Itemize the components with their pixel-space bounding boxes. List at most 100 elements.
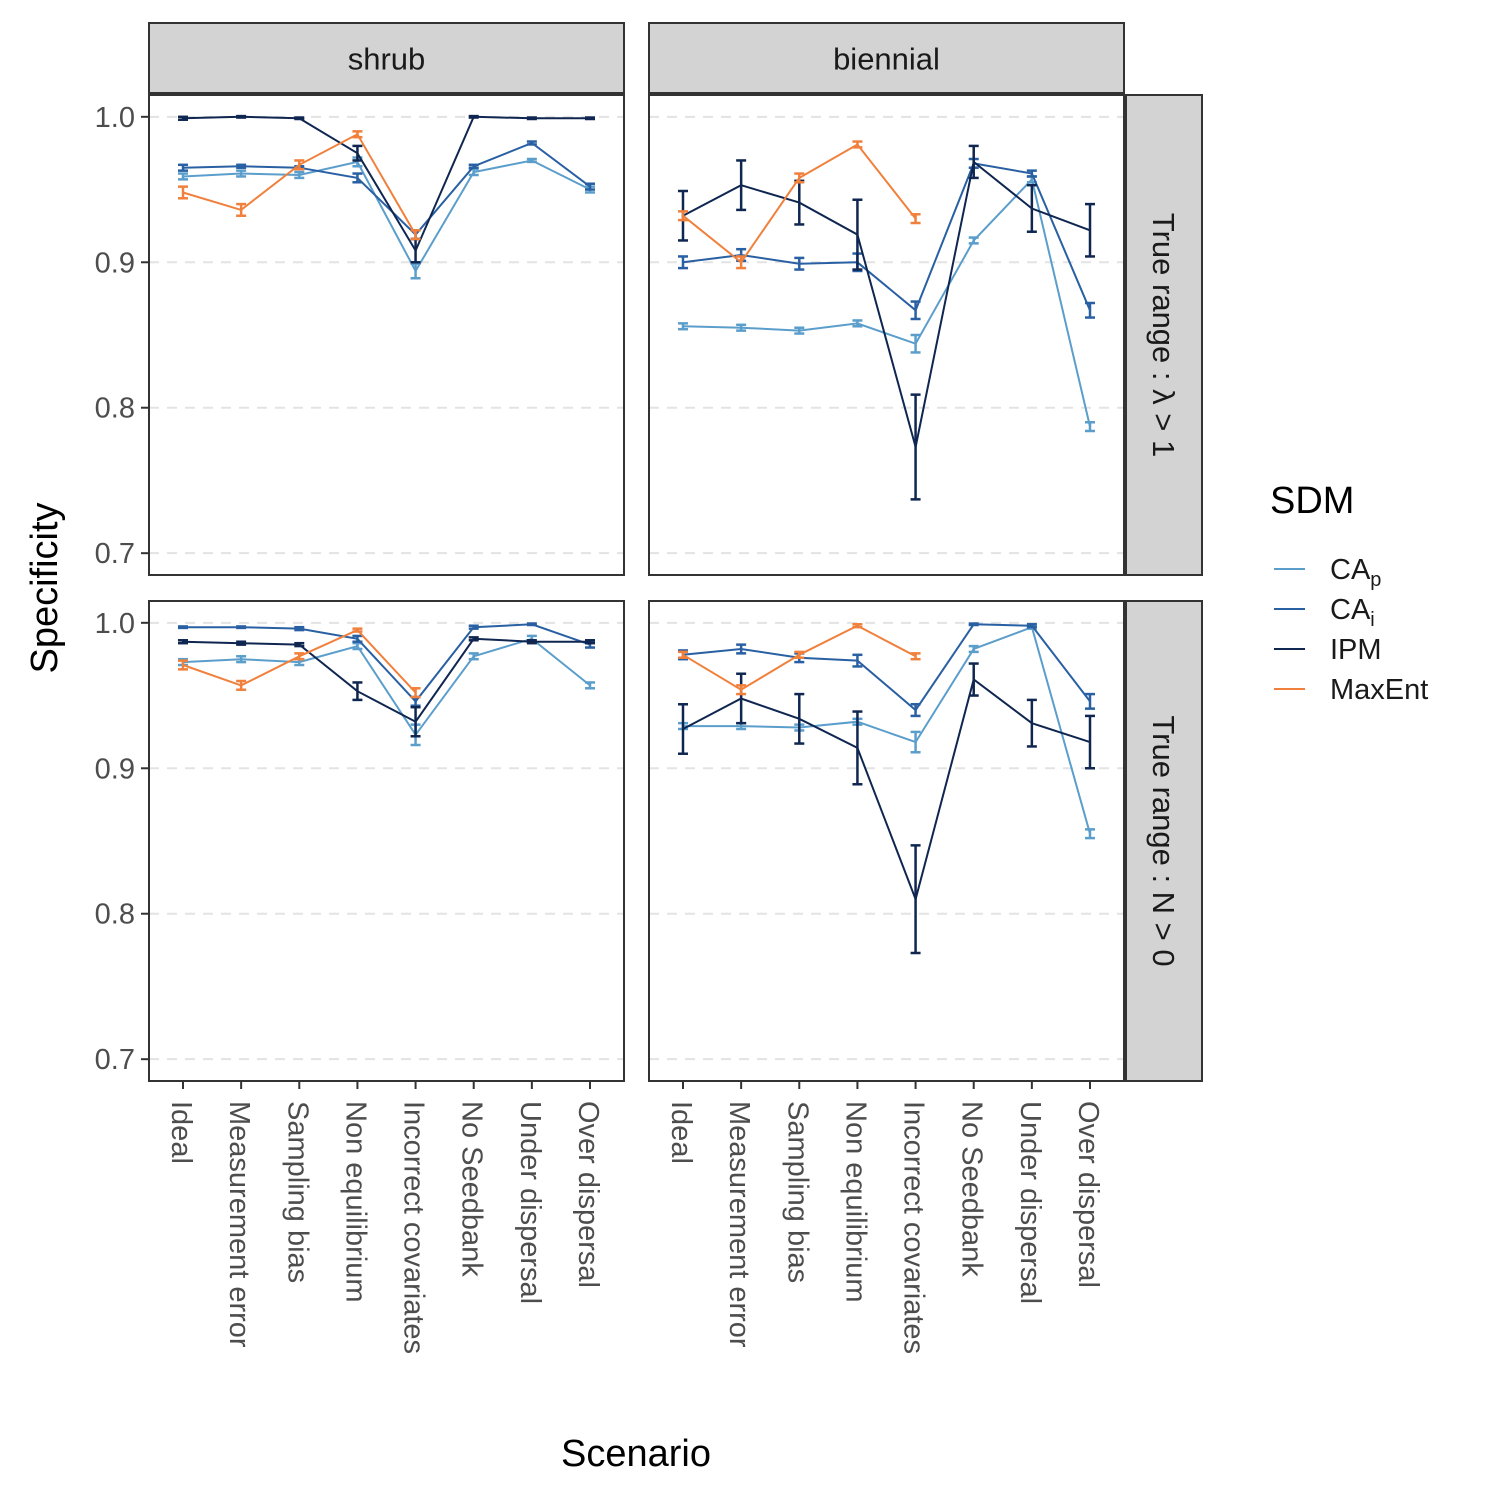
error-bar-cai	[468, 624, 479, 630]
error-bar-maxent	[678, 210, 688, 222]
error-bar-maxent	[178, 185, 188, 200]
panel-frame	[648, 600, 1125, 1082]
error-bar-ipm	[236, 114, 247, 119]
error-bar-ipm	[585, 639, 595, 645]
error-bar-ipm	[910, 393, 921, 501]
error-bar-maxent	[910, 652, 921, 661]
error-bar-maxent	[794, 650, 805, 659]
error-bar-ipm	[736, 159, 747, 212]
legend-label-maxent: MaxEnt	[1330, 674, 1428, 706]
series-line-cap	[683, 625, 1091, 834]
error-bar-cai	[736, 643, 747, 655]
error-bar-maxent	[678, 650, 688, 659]
error-bar-ipm	[468, 114, 479, 119]
error-bar-cap	[1085, 828, 1095, 840]
facet-strip-label: True range : N > 0	[1146, 715, 1181, 966]
error-bar-cap	[526, 157, 537, 164]
error-bar-ipm	[794, 179, 805, 226]
x-tick-label: Sampling bias	[781, 1101, 813, 1283]
panel-frame	[648, 94, 1125, 576]
error-bar-ipm	[1026, 183, 1037, 233]
error-bar-cai	[1085, 301, 1095, 319]
error-bar-ipm	[178, 639, 188, 645]
facet-strip-right	[1125, 600, 1203, 1082]
error-bar-cai	[178, 625, 188, 630]
error-bar-cap	[910, 730, 921, 754]
error-bar-cai	[1026, 169, 1037, 178]
error-bar-ipm	[236, 640, 247, 646]
error-bar-ipm	[910, 844, 921, 955]
error-bar-cai	[968, 622, 979, 627]
error-bar-cai	[852, 653, 863, 668]
series-line-cai	[682, 623, 1091, 712]
error-bar-cai	[526, 140, 537, 146]
y-tick-label: 0.8	[95, 899, 135, 931]
error-bar-cap	[585, 681, 595, 690]
series-line-cap	[182, 637, 591, 737]
error-bar-ipm	[794, 692, 805, 745]
y-tick-label: 0.7	[95, 538, 135, 570]
grid-layer	[149, 115, 1124, 1061]
error-bar-cai	[1026, 623, 1037, 629]
error-bar-cap	[794, 326, 805, 335]
series-line-cai	[682, 162, 1091, 312]
error-bar-cap	[678, 322, 688, 331]
error-bar-ipm	[526, 116, 537, 121]
legend-title: SDM	[1270, 480, 1354, 522]
y-tick-label: 0.7	[95, 1044, 135, 1076]
error-bar-cap	[236, 169, 247, 178]
x-tick-label: Under dispersal	[1014, 1101, 1046, 1304]
error-bar-cap	[968, 236, 979, 245]
series-line-cap	[182, 159, 591, 274]
error-bar-cap	[410, 262, 421, 280]
x-tick-label: Non equilibrium	[839, 1101, 871, 1303]
error-bar-ipm	[852, 198, 863, 271]
error-bar-cai	[794, 256, 805, 271]
series-layer	[178, 114, 1095, 955]
series-line-ipm	[682, 677, 1091, 903]
x-tick-label: Measurement error	[223, 1101, 255, 1348]
error-bar-maxent	[852, 140, 863, 149]
facet-strip-top	[648, 22, 1125, 94]
x-tick-label: No Seedbank	[956, 1101, 988, 1277]
x-tick-label: Non equilibrium	[339, 1101, 371, 1303]
x-tick-label: No Seedbank	[456, 1101, 488, 1277]
y-tick-label: 1.0	[95, 608, 135, 640]
panel-frame	[148, 94, 625, 576]
error-bar-cai	[468, 163, 479, 169]
series-line-ipm	[182, 115, 590, 253]
x-tick-label: Ideal	[165, 1101, 197, 1164]
error-bar-ipm	[1085, 714, 1095, 770]
error-bar-ipm	[968, 662, 979, 697]
series-line-cai	[183, 623, 591, 703]
x-tick-label: Incorrect covariates	[398, 1101, 430, 1354]
facet-strip-right	[1125, 94, 1203, 576]
error-bar-maxent	[852, 623, 863, 629]
y-axis-title: Specificity	[24, 502, 66, 673]
error-bar-cai	[1085, 692, 1095, 710]
x-tick-label: Ideal	[665, 1101, 697, 1164]
series-line-cai	[182, 141, 591, 237]
error-bar-ipm	[1026, 698, 1037, 748]
error-bar-cai	[585, 182, 595, 191]
error-bar-maxent	[736, 684, 747, 696]
error-bar-cai	[678, 255, 688, 270]
error-bar-cai	[526, 622, 537, 627]
error-bar-ipm	[294, 641, 305, 648]
y-tick-label: 0.9	[95, 247, 135, 279]
error-bar-maxent	[410, 687, 421, 699]
error-bar-cap	[468, 652, 479, 661]
error-bar-ipm	[968, 144, 979, 180]
x-tick-label: Over dispersal	[572, 1101, 604, 1288]
strips-layer: shrub biennial True range : λ > 1 True rang…	[148, 22, 1203, 1082]
error-bar-ipm	[585, 116, 595, 121]
error-bar-cai	[178, 163, 188, 172]
error-bar-cai	[910, 703, 921, 718]
error-bar-maxent	[294, 159, 305, 171]
error-bar-maxent	[352, 130, 363, 139]
frames-layer	[148, 94, 1125, 1082]
y-tick-label: 0.9	[95, 753, 135, 785]
series-line-ipm	[682, 160, 1091, 448]
error-bar-cap	[236, 655, 247, 664]
axes-layer: 0.7 0.8 0.9 1.0 0.7 0.8 0.9 1.0 Ideal Measurement…	[95, 102, 1104, 1354]
